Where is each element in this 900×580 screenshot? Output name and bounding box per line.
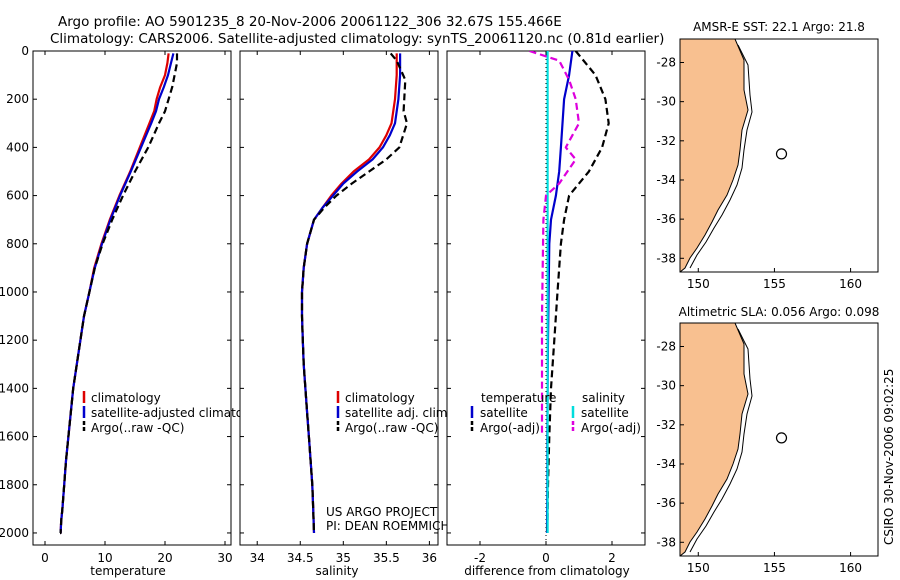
difference-legend-header-salinity: salinity bbox=[582, 391, 625, 405]
sst-map-lat-tick-label: -32 bbox=[656, 134, 676, 148]
figure-title-line2: Climatology: CARS2006. Satellite-adjuste… bbox=[50, 31, 664, 47]
depth-tick-label: 1000 bbox=[0, 285, 29, 299]
sst-map-lat-tick-label: -30 bbox=[656, 95, 676, 109]
sst-map-lon-tick-label: 155 bbox=[763, 277, 786, 291]
salinity-legend-label: climatology bbox=[345, 391, 415, 405]
sst-map-frame bbox=[679, 38, 879, 273]
salinity-xtick-label: 34.5 bbox=[287, 551, 314, 565]
sst-argo-marker bbox=[775, 148, 788, 160]
sst-map-lat-tick-label: -36 bbox=[656, 212, 676, 226]
sla-map-title: Altimetric SLA: 0.056 Argo: 0.098 bbox=[679, 305, 880, 319]
salinity-xtick-label: 35.5 bbox=[373, 551, 400, 565]
sla-map-lat-tick-label: -32 bbox=[656, 418, 676, 432]
difference-legend-label: Argo(-adj) bbox=[480, 421, 540, 435]
difference-legend-label: satellite bbox=[480, 406, 528, 420]
temperature-ticks: 0 10 20 30 0 200 400 600 800 1000 1200 1400 1600 1800… bbox=[0, 44, 233, 565]
difference-panel: -2 0 2 temperaturesatelliteArgo(-adj)salin… bbox=[446, 50, 646, 578]
depth-tick-label: 2000 bbox=[0, 526, 29, 540]
sla-map-lon-tick-label: 155 bbox=[763, 561, 786, 575]
salinity-ticks: 34 34.5 35 35.5 36 bbox=[240, 50, 438, 565]
difference-ticks: -2 0 2 bbox=[447, 50, 645, 565]
sst-map-panel: AMSR-E SST: 22.1 Argo: 21.8 bbox=[656, 20, 879, 291]
sst-map-lat-tick-label: -34 bbox=[656, 173, 676, 187]
project-line1: US ARGO PROJECT bbox=[326, 505, 438, 519]
temperature-series-argo-raw-qc bbox=[59, 53, 179, 535]
difference-series-salinity-argo-adj bbox=[529, 51, 581, 437]
sla-map-panel: Altimetric SLA: 0.056 Argo: 0.098 bbox=[656, 305, 880, 575]
sla-map-image bbox=[680, 323, 878, 556]
difference-plot-area bbox=[529, 51, 610, 545]
salinity-legend-label: satellite adj. clim. bbox=[345, 406, 451, 420]
temperature-legend-label: satellite-adjusted climatology bbox=[91, 406, 269, 420]
difference-axes-frame bbox=[446, 50, 646, 546]
difference-xtick-label: 2 bbox=[608, 551, 616, 565]
sla-map-lon-tick-label: 160 bbox=[839, 561, 862, 575]
sla-map-lat-tick-label: -34 bbox=[656, 457, 676, 471]
difference-legend: temperaturesatelliteArgo(-adj)salinitysa… bbox=[470, 391, 641, 435]
temperature-legend-label: climatology bbox=[91, 391, 161, 405]
salinity-axes-frame bbox=[239, 50, 439, 546]
sst-map-lat-tick-label: -28 bbox=[656, 55, 676, 69]
salinity-xlabel: salinity bbox=[315, 564, 358, 578]
depth-tick-label: 600 bbox=[6, 189, 29, 203]
sst-map-lon-tick-label: 160 bbox=[839, 277, 862, 291]
salinity-xtick-label: 34 bbox=[250, 551, 265, 565]
difference-xtick-label: 0 bbox=[542, 551, 550, 565]
salinity-series-argo-raw-qc bbox=[300, 52, 409, 534]
temperature-xlabel: temperature bbox=[90, 564, 165, 578]
temperature-plot-area bbox=[59, 53, 179, 535]
difference-xlabel: difference from climatology bbox=[464, 564, 630, 578]
sst-map-lat-tick-label: -38 bbox=[656, 251, 676, 265]
depth-tick-label: 200 bbox=[6, 92, 29, 106]
temperature-xtick-label: 20 bbox=[157, 551, 172, 565]
temperature-panel: 0 10 20 30 0 200 400 600 800 1000 1200 1400 1600 1800… bbox=[0, 44, 269, 578]
salinity-xtick-label: 35 bbox=[336, 551, 351, 565]
salinity-legend-label: Argo(..raw -QC) bbox=[345, 421, 438, 435]
salinity-xtick-label: 36 bbox=[422, 551, 437, 565]
difference-legend-header-temperature: temperature bbox=[481, 391, 556, 405]
difference-legend-label: satellite bbox=[581, 406, 629, 420]
difference-series-temperature-argo-adj bbox=[546, 51, 610, 534]
depth-tick-label: 1800 bbox=[0, 478, 29, 492]
sst-map-title: AMSR-E SST: 22.1 Argo: 21.8 bbox=[693, 20, 865, 34]
sst-map-lon-tick-label: 150 bbox=[687, 277, 710, 291]
sla-map-lon-tick-label: 150 bbox=[687, 561, 710, 575]
depth-tick-label: 400 bbox=[6, 140, 29, 154]
temperature-legend-label: Argo(..raw -QC) bbox=[91, 421, 184, 435]
figure-title-line1: Argo profile: AO 5901235_8 20-Nov-2006 2… bbox=[58, 14, 562, 30]
sla-map-lat-tick-label: -36 bbox=[656, 496, 676, 510]
sst-map-image bbox=[680, 39, 878, 272]
temperature-xtick-label: 0 bbox=[41, 551, 49, 565]
temperature-axes-frame bbox=[32, 50, 232, 546]
sla-map-lat-tick-label: -28 bbox=[656, 339, 676, 353]
depth-tick-label: 0 bbox=[21, 44, 29, 58]
difference-legend-label: Argo(-adj) bbox=[581, 421, 641, 435]
salinity-plot-area bbox=[300, 52, 409, 534]
sla-map-lat-tick-label: -38 bbox=[656, 535, 676, 549]
sla-map-ticks: 150 155 160 -28 -30 -32 -34 -36 -38 bbox=[656, 339, 862, 575]
project-line2: PI: DEAN ROEMMICH bbox=[326, 519, 449, 533]
sst-map-ticks: 150 155 160 -28 -30 -32 -34 -36 -38 bbox=[656, 55, 862, 291]
difference-xtick-label: -2 bbox=[474, 551, 486, 565]
depth-tick-label: 800 bbox=[6, 237, 29, 251]
sla-map-lat-tick-label: -30 bbox=[656, 379, 676, 393]
credit-text: CSIRO 30-Nov-2006 09:02:25 bbox=[882, 369, 896, 545]
depth-tick-label: 1600 bbox=[0, 430, 29, 444]
sla-map-frame bbox=[679, 322, 879, 557]
depth-tick-label: 1200 bbox=[0, 333, 29, 347]
temperature-xtick-label: 10 bbox=[97, 551, 112, 565]
temperature-xtick-label: 30 bbox=[217, 551, 232, 565]
sla-argo-marker bbox=[775, 432, 788, 444]
depth-tick-label: 1400 bbox=[0, 381, 29, 395]
